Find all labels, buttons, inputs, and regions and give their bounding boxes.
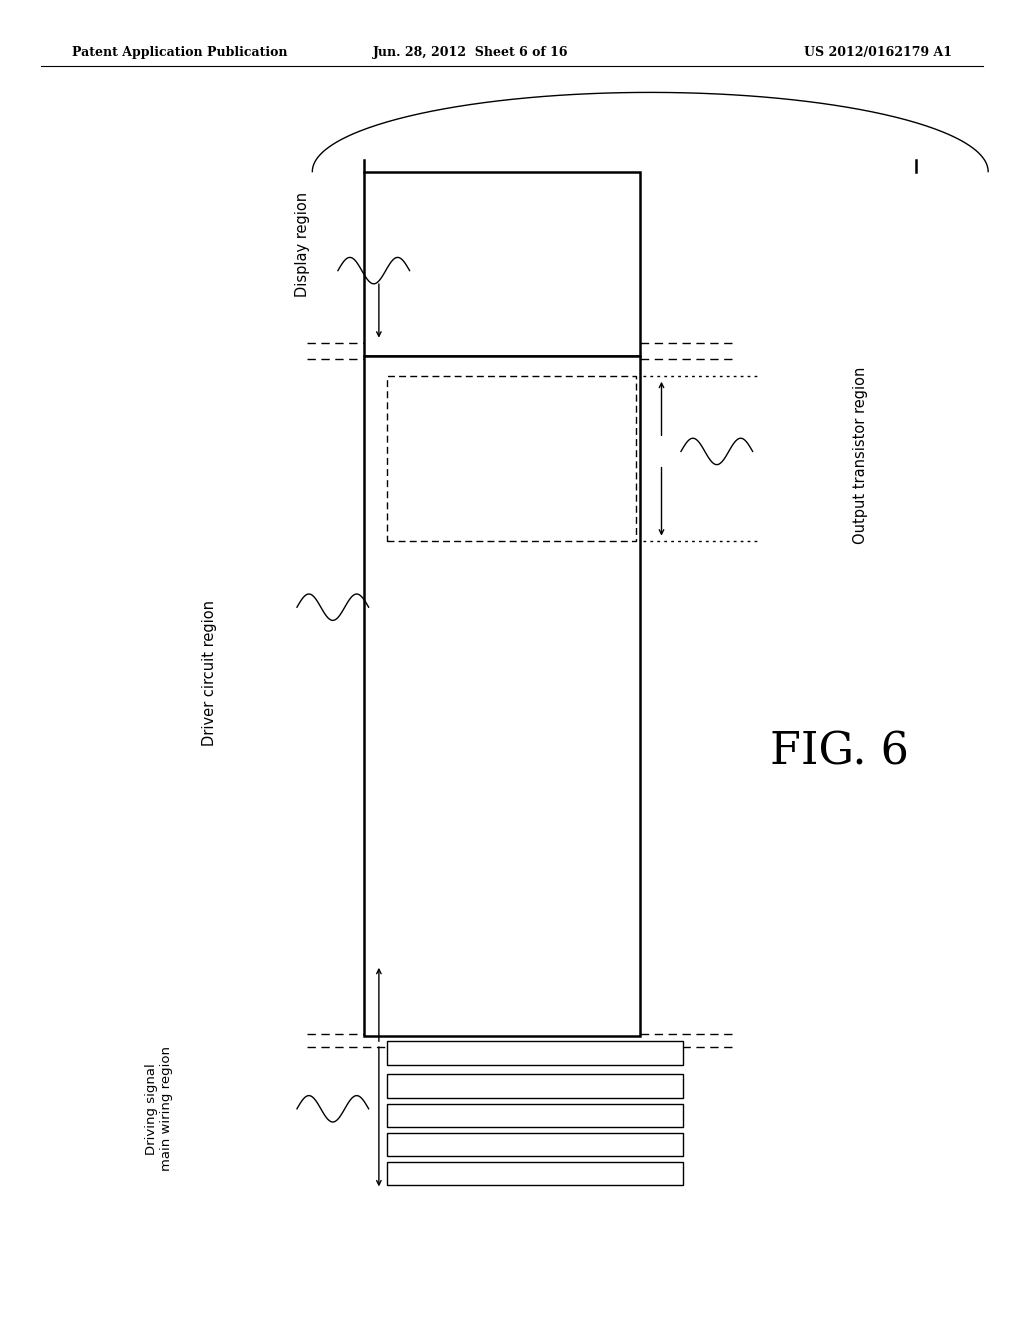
Text: Output transistor region: Output transistor region	[853, 367, 867, 544]
Bar	[387, 1104, 683, 1127]
Bar	[387, 1133, 683, 1156]
Bar	[387, 376, 636, 541]
Text: Patent Application Publication: Patent Application Publication	[72, 46, 287, 59]
Text: Driving signal
main wiring region: Driving signal main wiring region	[144, 1047, 173, 1171]
Text: US 2012/0162179 A1: US 2012/0162179 A1	[804, 46, 952, 59]
Bar	[387, 1162, 683, 1185]
Text: Jun. 28, 2012  Sheet 6 of 16: Jun. 28, 2012 Sheet 6 of 16	[374, 46, 568, 59]
Bar	[364, 172, 640, 356]
Bar	[364, 356, 640, 1036]
Text: Driver circuit region: Driver circuit region	[203, 601, 217, 746]
Text: Display region: Display region	[295, 191, 309, 297]
Bar	[387, 1041, 683, 1065]
Bar	[387, 1074, 683, 1098]
Text: FIG. 6: FIG. 6	[770, 731, 909, 774]
